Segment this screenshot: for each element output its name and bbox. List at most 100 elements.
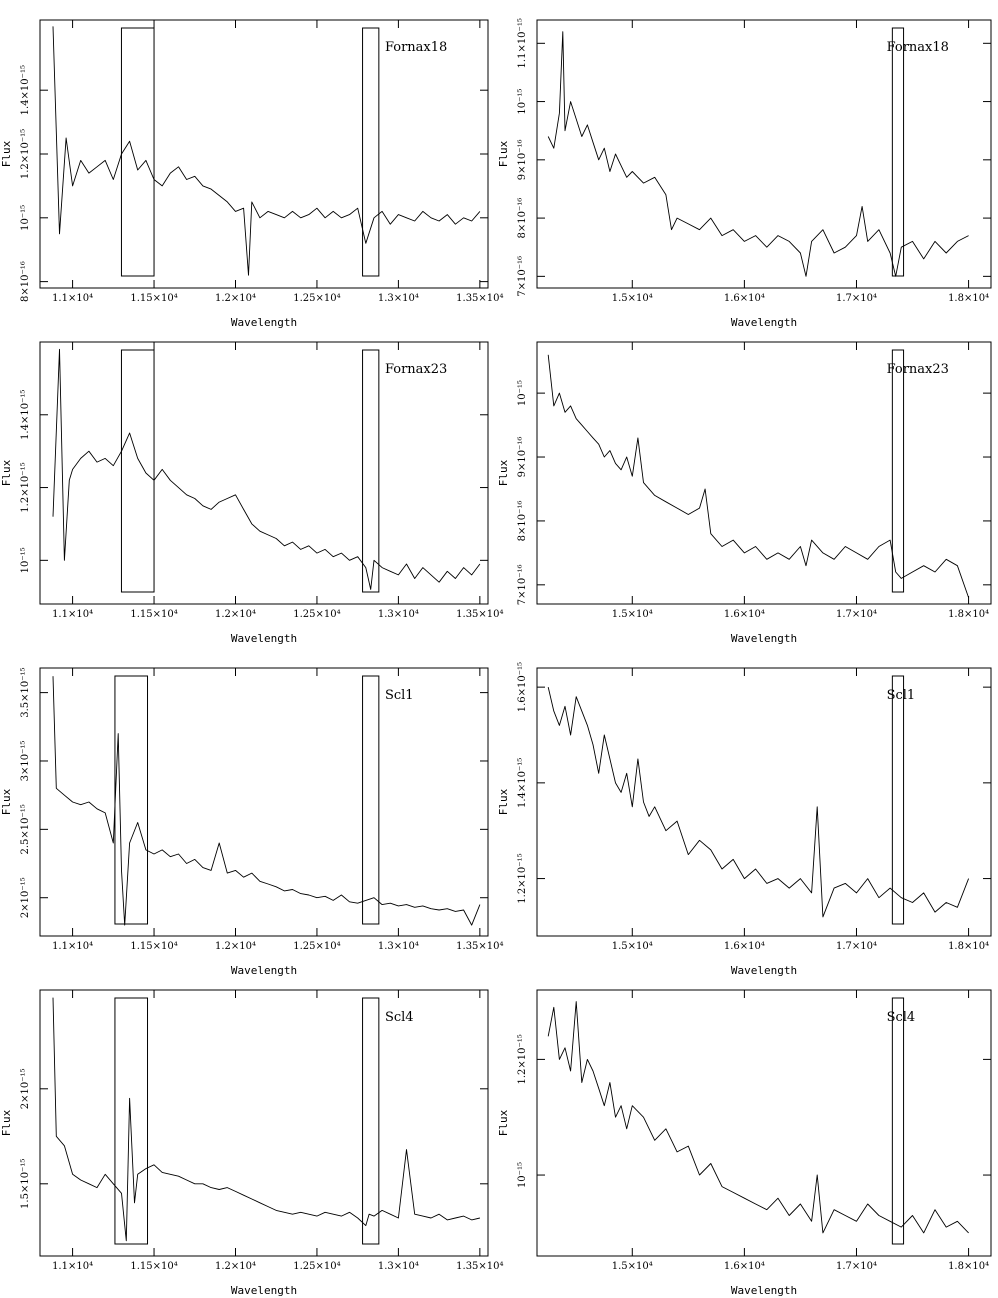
x-tick-label: 1.35×10⁴ <box>456 293 503 304</box>
telluric-band <box>891 675 905 925</box>
spectrum-line <box>547 31 969 277</box>
y-tick-label: 8×10⁻¹⁶ <box>517 198 528 239</box>
y-tick-label: 1.4×10⁻¹⁵ <box>517 758 528 808</box>
x-tick-label: 1.1×10⁴ <box>52 609 93 620</box>
telluric-band <box>362 27 380 277</box>
y-tick-label: 9×10⁻¹⁶ <box>517 139 528 180</box>
telluric-band <box>891 27 905 277</box>
x-tick-label: 1.1×10⁴ <box>52 1261 93 1272</box>
y-tick-label: 3.5×10⁻¹⁵ <box>20 667 31 717</box>
y-tick-label: 7×10⁻¹⁶ <box>517 564 528 605</box>
y-tick-label: 1.1×10⁻¹⁵ <box>517 18 528 68</box>
y-tick-label: 1.2×10⁻¹⁵ <box>20 462 31 512</box>
y-tick-label: 8×10⁻¹⁶ <box>517 501 528 542</box>
y-tick-label: 10⁻¹⁵ <box>517 89 528 115</box>
x-tick-label: 1.25×10⁴ <box>293 293 340 304</box>
x-tick-label: 1.3×10⁴ <box>378 941 419 952</box>
y-tick-label: 10⁻¹⁵ <box>20 205 31 231</box>
x-tick-label: 1.15×10⁴ <box>130 1261 177 1272</box>
x-axis-label: Wavelength <box>731 632 797 645</box>
x-tick-label: 1.2×10⁴ <box>215 1261 256 1272</box>
x-tick-label: 1.8×10⁴ <box>948 1261 989 1272</box>
y-tick-label: 10⁻¹⁵ <box>517 380 528 406</box>
object-name: Fornax23 <box>385 362 447 377</box>
x-tick-label: 1.1×10⁴ <box>52 293 93 304</box>
y-tick-label: 1.5×10⁻¹⁵ <box>20 1159 31 1209</box>
x-tick-label: 1.15×10⁴ <box>130 609 177 620</box>
x-tick-label: 1.7×10⁴ <box>836 609 877 620</box>
object-name: Scl1 <box>887 688 916 703</box>
plot-frame <box>39 19 489 289</box>
spectrum-panel-8: 1.5×10⁴ 1.6×10⁴ 1.7×10⁴ 1.8×10⁴ 10⁻¹⁵ 1.2×10⁻… <box>497 989 992 1297</box>
x-tick-label: 1.6×10⁴ <box>724 941 765 952</box>
spectrum-panel-1: 1.1×10⁴ 1.15×10⁴ 1.2×10⁴ 1.25×10⁴ 1.3×10⁴ 1.3… <box>0 19 504 329</box>
x-tick-label: 1.1×10⁴ <box>52 941 93 952</box>
telluric-band <box>120 27 155 277</box>
y-tick-label: 1.2×10⁻¹⁵ <box>517 1034 528 1084</box>
y-tick-label: 1.4×10⁻¹⁵ <box>20 65 31 115</box>
x-tick-label: 1.5×10⁴ <box>612 1261 653 1272</box>
telluric-band <box>891 349 905 593</box>
x-tick-label: 1.2×10⁴ <box>215 293 256 304</box>
object-name: Fornax18 <box>887 40 949 55</box>
spectrum-line <box>52 26 481 276</box>
spectrum-line <box>547 354 970 598</box>
x-tick-label: 1.8×10⁴ <box>948 941 989 952</box>
y-tick-label: 10⁻¹⁵ <box>20 547 31 573</box>
x-tick-label: 1.6×10⁴ <box>724 609 765 620</box>
x-tick-label: 1.3×10⁴ <box>378 1261 419 1272</box>
y-axis-label: Flux <box>0 1109 13 1136</box>
x-tick-label: 1.5×10⁴ <box>612 293 653 304</box>
x-tick-label: 1.25×10⁴ <box>293 941 340 952</box>
x-tick-label: 1.2×10⁴ <box>215 609 256 620</box>
x-tick-label: 1.6×10⁴ <box>724 1261 765 1272</box>
object-name: Scl4 <box>385 1010 414 1025</box>
object-name: Scl1 <box>385 688 414 703</box>
spectrum-panel-5: 1.1×10⁴ 1.15×10⁴ 1.2×10⁴ 1.25×10⁴ 1.3×10⁴ 1.3… <box>0 667 504 977</box>
x-tick-label: 1.7×10⁴ <box>836 1261 877 1272</box>
x-axis-label: Wavelength <box>231 316 297 329</box>
x-tick-label: 1.7×10⁴ <box>836 941 877 952</box>
x-tick-label: 1.25×10⁴ <box>293 609 340 620</box>
spectrum-panel-6: 1.5×10⁴ 1.6×10⁴ 1.7×10⁴ 1.8×10⁴ 1.2×10⁻¹⁵ 1.4… <box>497 662 992 977</box>
spectrum-line <box>547 686 970 918</box>
x-tick-label: 1.5×10⁴ <box>612 941 653 952</box>
plot-frame <box>536 989 992 1257</box>
y-tick-label: 2.5×10⁻¹⁵ <box>20 804 31 854</box>
x-tick-label: 1.15×10⁴ <box>130 293 177 304</box>
x-axis-label: Wavelength <box>231 1284 297 1297</box>
spectrum-panel-7: 1.1×10⁴ 1.15×10⁴ 1.2×10⁴ 1.25×10⁴ 1.3×10⁴ 1.3… <box>0 989 504 1297</box>
x-tick-label: 1.15×10⁴ <box>130 941 177 952</box>
object-name: Fornax23 <box>887 362 949 377</box>
plot-frame <box>536 667 992 937</box>
y-axis-label: Flux <box>497 1109 510 1136</box>
telluric-band <box>120 349 155 593</box>
spectrum-line <box>547 1001 969 1234</box>
telluric-band <box>362 997 380 1245</box>
y-axis-label: Flux <box>0 459 13 486</box>
x-tick-label: 1.7×10⁴ <box>836 293 877 304</box>
telluric-band <box>362 675 380 925</box>
plot-frame <box>39 341 489 605</box>
x-tick-label: 1.8×10⁴ <box>948 293 989 304</box>
y-tick-label: 9×10⁻¹⁶ <box>517 437 528 478</box>
y-tick-label: 8×10⁻¹⁶ <box>20 261 31 302</box>
spectrum-panel-3: 1.1×10⁴ 1.15×10⁴ 1.2×10⁴ 1.25×10⁴ 1.3×10⁴ 1.3… <box>0 341 504 645</box>
y-tick-label: 10⁻¹⁵ <box>517 1162 528 1188</box>
y-tick-label: 1.4×10⁻¹⁵ <box>20 390 31 440</box>
spectrum-panel-4: 1.5×10⁴ 1.6×10⁴ 1.7×10⁴ 1.8×10⁴ 7×10⁻¹⁶ 8×10⁻… <box>497 341 992 645</box>
y-tick-label: 1.6×10⁻¹⁵ <box>517 662 528 712</box>
x-tick-label: 1.35×10⁴ <box>456 609 503 620</box>
x-tick-label: 1.35×10⁴ <box>456 941 503 952</box>
x-axis-label: Wavelength <box>731 316 797 329</box>
y-axis-label: Flux <box>497 788 510 815</box>
x-tick-label: 1.8×10⁴ <box>948 609 989 620</box>
telluric-band <box>362 349 380 593</box>
x-axis-label: Wavelength <box>731 964 797 977</box>
telluric-band <box>114 997 149 1245</box>
x-tick-label: 1.25×10⁴ <box>293 1261 340 1272</box>
plot-frame <box>39 989 489 1257</box>
spectrum-line <box>52 997 481 1242</box>
x-tick-label: 1.3×10⁴ <box>378 293 419 304</box>
